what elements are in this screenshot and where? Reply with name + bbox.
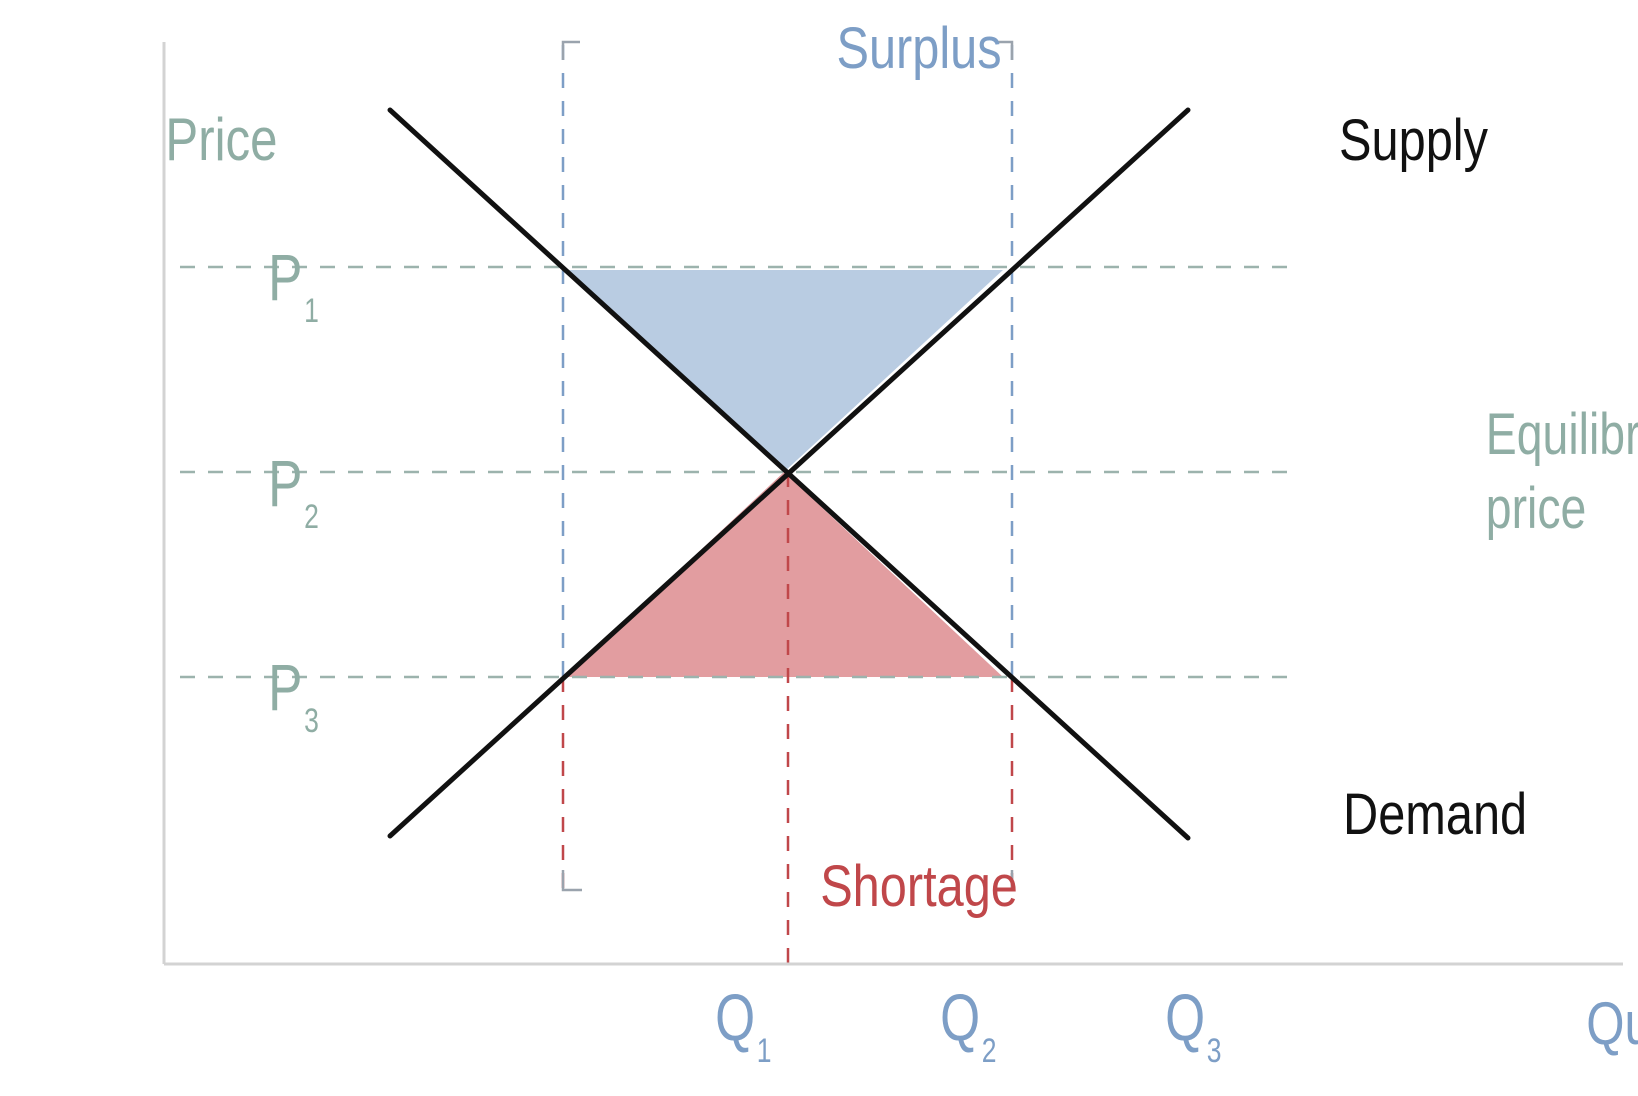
supply-label: Supply <box>1339 109 1488 173</box>
quantity-tick-labels: Q1 Q2 Q3 <box>715 980 1221 1070</box>
surplus-label: Surplus <box>836 17 1001 81</box>
surplus-region <box>565 270 1003 472</box>
p1-label: P1 <box>268 240 319 330</box>
axes <box>162 42 1623 966</box>
shortage-guides <box>561 472 1014 965</box>
shortage-label: Shortage <box>820 855 1018 919</box>
demand-label: Demand <box>1343 783 1527 847</box>
surplus-guides <box>561 45 1014 677</box>
supply-curve <box>387 107 1191 839</box>
shortage-bracket <box>561 870 1014 892</box>
surplus-bracket <box>561 40 1014 60</box>
equilibrium-label-line1: Equilibrium <box>1486 402 1638 467</box>
shortage-region <box>565 472 1003 677</box>
x-axis-title: Quantity <box>1586 989 1638 1057</box>
p2-label: P2 <box>268 446 319 536</box>
price-tick-labels: P1 P2 P3 <box>268 240 319 740</box>
p3-label: P3 <box>268 650 319 740</box>
q1-label: Q1 <box>715 980 771 1070</box>
price-guides <box>180 265 1300 679</box>
q2-label: Q2 <box>940 980 996 1070</box>
q3-label: Q3 <box>1165 980 1221 1070</box>
y-axis-title: Price <box>165 105 277 173</box>
equilibrium-label-line2: price <box>1486 476 1587 541</box>
